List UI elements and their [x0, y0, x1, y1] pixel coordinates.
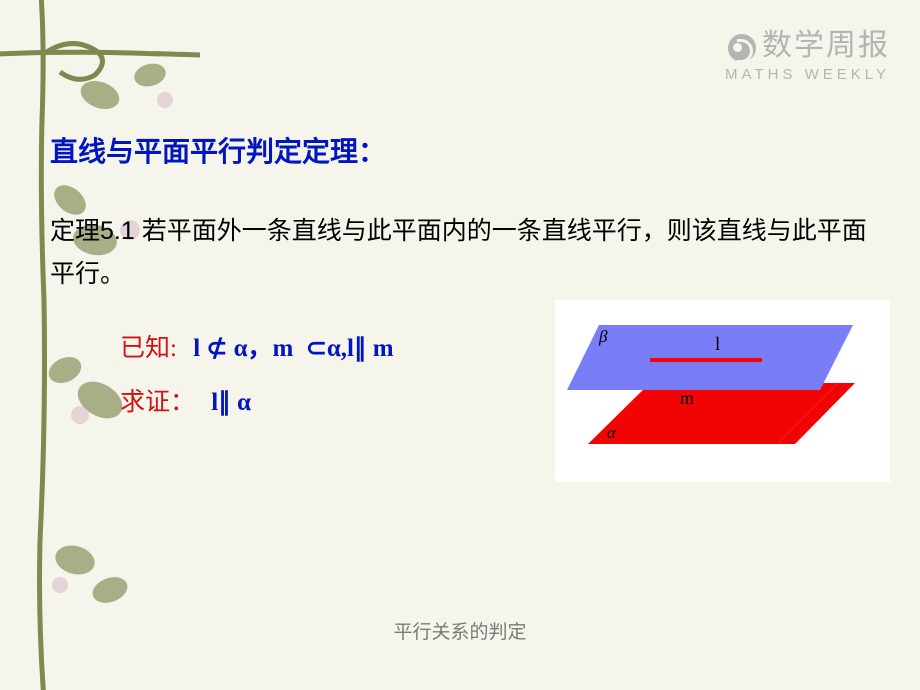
- section-title: 直线与平面平行判定定理：: [50, 130, 386, 170]
- given-math: l ⊄ α，m ⊂α,l∥ m: [193, 335, 393, 362]
- logo-icon: [728, 34, 756, 62]
- theorem-text: 定理5.1 若平面外一条直线与此平面内的一条直线平行，则该直线与此平面平行。: [50, 210, 870, 295]
- label-l: l: [715, 334, 720, 355]
- given-label: 已知:: [120, 335, 177, 362]
- prove-math: l∥ α: [211, 389, 251, 416]
- label-beta: β: [598, 327, 608, 346]
- prove-row: 求证： l∥ α: [120, 382, 251, 418]
- plane-beta: [567, 325, 853, 390]
- slide-footer: 平行关系的判定: [0, 617, 920, 644]
- logo-sub-text: MATHS WEEKLY: [725, 66, 890, 83]
- plane-diagram: β l m α: [555, 300, 890, 482]
- brand-logo: 数学周报 MATHS WEEKLY: [725, 20, 890, 83]
- given-row: 已知: l ⊄ α，m ⊂α,l∥ m: [120, 328, 394, 364]
- label-alpha: α: [607, 423, 617, 442]
- label-m: m: [680, 388, 694, 408]
- prove-label: 求证：: [120, 389, 195, 416]
- logo-main-text: 数学周报: [762, 29, 890, 62]
